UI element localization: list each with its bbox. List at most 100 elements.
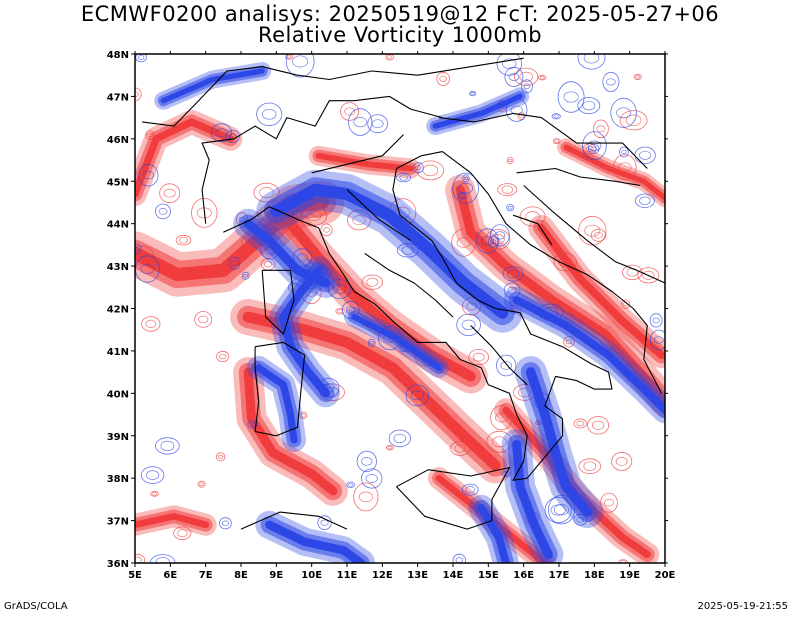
contour-ring-inner: [264, 246, 276, 255]
negative-vorticity-band-core: [477, 504, 510, 563]
contour-ring: [505, 98, 528, 122]
contour-ring: [317, 383, 329, 392]
contour-ring: [611, 451, 633, 471]
lon-tick-label: 5E: [128, 570, 142, 581]
contour-ring-inner: [591, 420, 605, 430]
lon-tick-label: 19E: [619, 570, 640, 581]
contour-ring-inner: [146, 470, 160, 480]
contour-ring: [346, 481, 355, 488]
contour-ring-inner: [348, 482, 354, 487]
border-line: [240, 511, 348, 530]
contour-ring: [452, 553, 466, 563]
contour-ring: [456, 313, 481, 337]
contour-ring: [538, 303, 564, 322]
contour-ring: [241, 271, 250, 280]
contour-ring: [462, 174, 470, 183]
contour-ring: [388, 429, 411, 448]
contour-ring-inner: [249, 422, 256, 427]
contour-ring-inner: [292, 55, 309, 68]
contour-ring: [610, 97, 637, 128]
contour-ring: [318, 377, 340, 398]
positive-vorticity-band-core: [242, 311, 501, 471]
border-line: [512, 214, 553, 246]
contour-ring-inner: [177, 529, 188, 538]
contour-ring: [553, 252, 578, 272]
contour-ring-inner: [519, 71, 533, 82]
lat-tick-label: 36N: [107, 559, 129, 570]
contour-ring-inner: [344, 107, 355, 116]
lon-tick-label: 10E: [301, 570, 322, 581]
contour-ring: [497, 183, 518, 197]
contour-ring: [649, 313, 663, 328]
longitude-axis: 5E 6E 7E 8E 9E 10E 11E 12E 13E 14E 15E 16E 17E 18E 19E…: [128, 51, 676, 581]
contour-ring: [317, 515, 332, 530]
contour-ring-inner: [470, 91, 475, 96]
contour-ring: [600, 492, 618, 513]
contour-ring: [490, 405, 513, 431]
lon-tick-label: 18E: [584, 570, 605, 581]
footer-credit: GrADS/COLA: [4, 601, 68, 612]
border-line: [142, 57, 524, 127]
contour-ring: [175, 234, 192, 246]
contour-ring: [292, 248, 313, 267]
contour-field: [135, 54, 665, 563]
contour-ring: [650, 329, 665, 351]
contour-ring-inner: [495, 413, 508, 423]
footer-timestamp: 2025-05-19-21:55: [697, 601, 788, 612]
contour-ring-inner: [179, 236, 188, 244]
contour-ring: [141, 316, 161, 332]
contour-ring-inner: [590, 146, 597, 152]
contour-ring: [461, 483, 479, 496]
lat-tick-label: 47N: [107, 92, 129, 103]
contour-ring: [506, 157, 514, 164]
border-line: [311, 134, 404, 174]
contour-ring: [582, 131, 607, 161]
contour-ring: [593, 119, 609, 139]
contour-ring-inner: [454, 444, 466, 453]
positive-vorticity-contours: [135, 54, 665, 563]
contour-ring: [285, 54, 293, 60]
negative-vorticity-band-core: [270, 183, 509, 319]
contour-ring-inner: [583, 54, 600, 64]
negative-vorticity-band-core: [160, 68, 265, 104]
contour-ring: [551, 113, 561, 120]
contour-ring-inner: [596, 125, 606, 133]
contour-ring: [412, 162, 424, 174]
contour-ring-inner: [300, 413, 306, 418]
contour-ring: [490, 224, 510, 247]
latitude-axis: 36N 37N 38N 39N 40N 41N 42N 43N 44N 45N 46N 47N 48N: [107, 50, 668, 570]
contour-ring: [573, 418, 588, 429]
contour-ring-inner: [198, 315, 209, 324]
contour-ring: [637, 267, 660, 284]
contour-ring-inner: [553, 504, 570, 516]
title-line-1: ECMWF0200 analisys: 20250519@12 FcT: 202…: [80, 2, 720, 26]
coastlines-and-borders: [142, 57, 665, 530]
contour-ring: [320, 223, 333, 237]
lat-tick-label: 45N: [107, 177, 129, 188]
contour-ring: [468, 90, 477, 97]
contour-ring-inner: [358, 491, 373, 503]
contour-ring: [150, 490, 159, 497]
contour-ring-inner: [345, 306, 356, 314]
border-line: [396, 467, 511, 530]
border-line: [470, 325, 528, 386]
contour-ring: [503, 282, 521, 299]
contour-ring-inner: [621, 149, 627, 155]
lat-tick-label: 39N: [107, 432, 129, 443]
lat-tick-label: 43N: [107, 262, 129, 273]
contour-ring-inner: [576, 420, 585, 427]
positive-vorticity-band-core: [243, 367, 338, 496]
contour-ring-inner: [261, 108, 277, 120]
negative-vorticity-band-core: [432, 93, 523, 129]
lat-tick-label: 37N: [107, 517, 129, 528]
negative-vorticity-band-core: [255, 364, 298, 444]
contour-ring: [612, 154, 637, 181]
contour-ring-inner: [584, 224, 601, 237]
positive-vorticity-band-core: [315, 152, 414, 172]
contour-ring-inner: [625, 114, 642, 127]
contour-ring: [191, 197, 218, 228]
contour-ring-inner: [369, 341, 374, 345]
border-line: [438, 112, 648, 169]
lat-tick-label: 42N: [107, 305, 129, 316]
